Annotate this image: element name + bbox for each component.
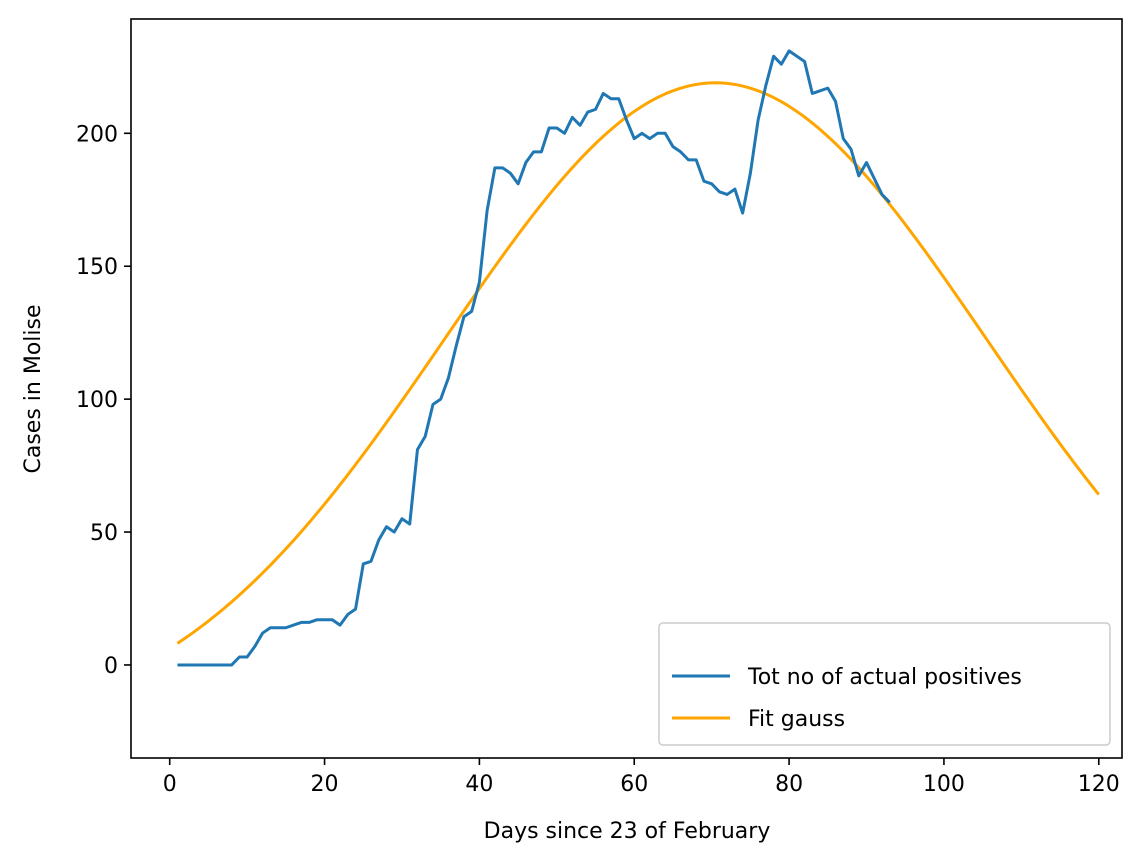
axes-frame [130,18,1123,759]
x-tick-label: 100 [923,772,965,797]
y-axis: 0 50 100 150 200 [76,122,131,679]
x-tick-label: 120 [1078,772,1120,797]
y-tick-label: 0 [104,654,118,679]
x-tick-label: 80 [775,772,803,797]
y-tick-label: 200 [76,122,118,147]
legend-box [658,622,1111,746]
y-tick-label: 50 [90,521,118,546]
y-axis-label: Cases in Molise [21,304,46,473]
x-tick-label: 20 [311,772,339,797]
legend-label-fit-gauss: Fit gauss [748,707,845,732]
x-tick-label: 0 [163,772,177,797]
x-tick-label: 60 [620,772,648,797]
legend-label-actual-positives: Tot no of actual positives [747,665,1022,690]
series-line-actual-positives [177,49,891,667]
legend: Tot no of actual positives Fit gauss [658,622,1111,746]
y-tick-label: 100 [76,388,118,413]
x-axis-label: Days since 23 of February [484,819,771,844]
series-line-fit-gauss [176,81,1100,645]
y-tick-label: 150 [76,255,118,280]
plot-lines [176,49,1100,667]
x-tick-label: 40 [465,772,493,797]
x-axis: 0 20 40 60 80 100 120 [163,758,1120,797]
